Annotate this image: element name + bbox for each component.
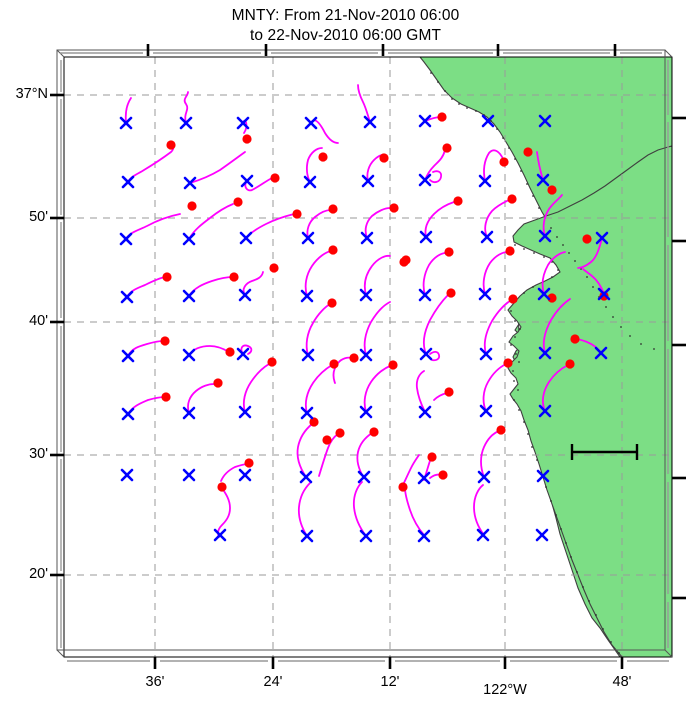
bottom-axis-major-ticks [153, 657, 624, 669]
end-position-markers [160, 112, 609, 492]
right-axis-major-ticks [672, 116, 686, 600]
y-tick-label-37N: 37°N [15, 86, 48, 102]
title-line-1: MNTY: From 21-Nov-2010 06:00 [231, 7, 460, 24]
x-tick-label-48: 48' [612, 674, 632, 690]
axis-frame [56, 49, 673, 658]
scalebar [570, 444, 639, 460]
x-tick-label-12: 12' [380, 674, 400, 690]
chart-title: MNTY: From 21-Nov-2010 06:00 to 22-Nov-2… [0, 6, 691, 46]
y-tick-label-20: 20' [29, 566, 48, 582]
start-position-markers [119, 114, 611, 543]
y-tick-label-40: 40' [29, 313, 48, 329]
title-line-2: to 22-Nov-2010 06:00 GMT [249, 27, 442, 44]
x-tick-label-36: 36' [145, 674, 165, 690]
grid-lines [64, 57, 672, 657]
left-axis-major-ticks [50, 93, 64, 577]
monterey-peninsula-land [507, 145, 672, 657]
y-tick-label-30: 30' [29, 446, 48, 462]
x-tick-label-24: 24' [263, 674, 283, 690]
top-axis-major-ticks [146, 44, 617, 56]
x-tick-label-122W: 122°W [483, 682, 527, 698]
y-tick-label-50: 50' [29, 209, 48, 225]
